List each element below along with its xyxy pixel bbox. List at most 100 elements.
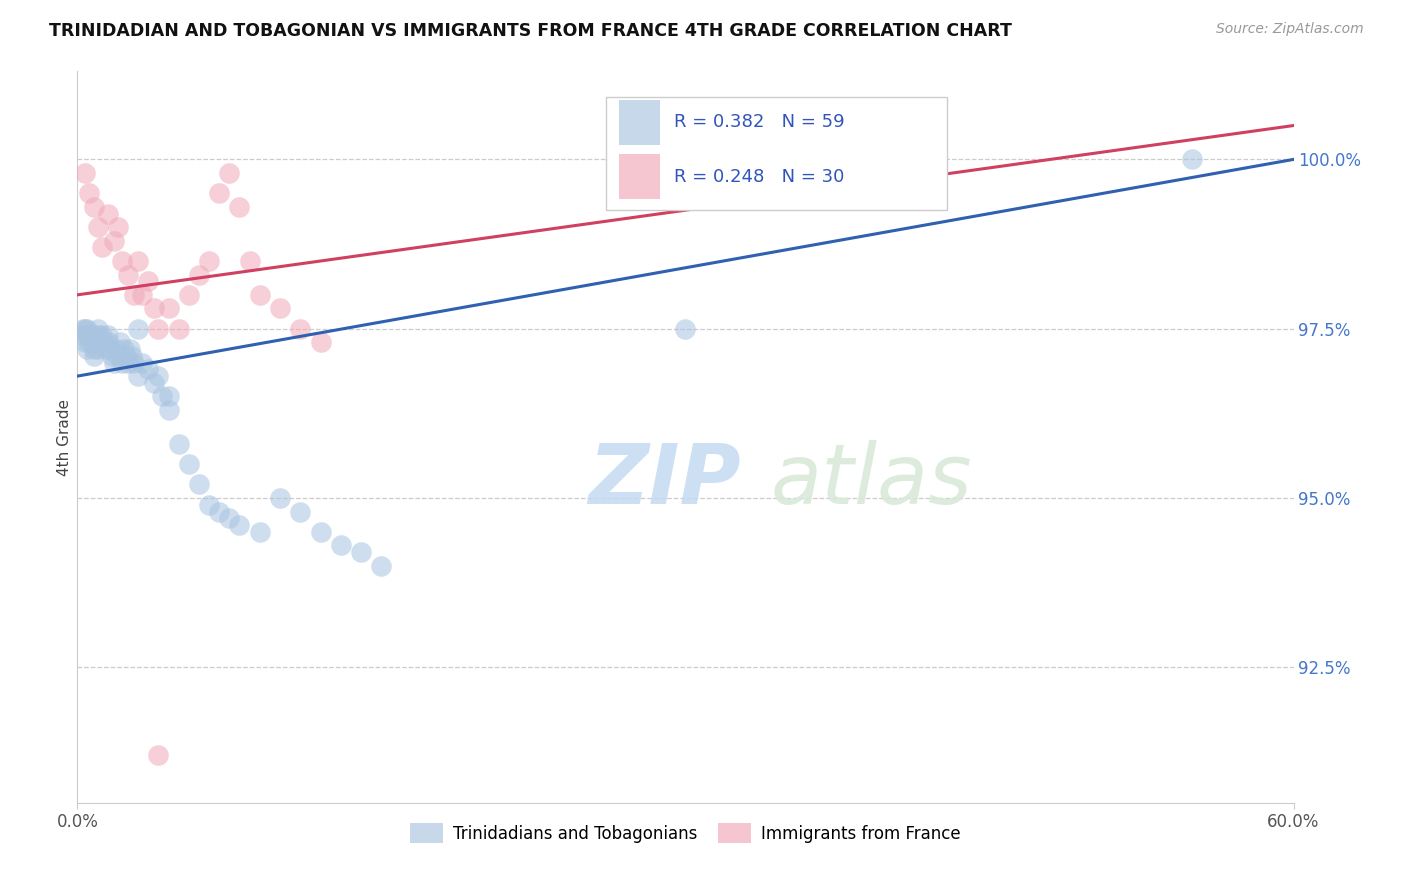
Text: atlas: atlas [770, 441, 972, 522]
Text: TRINIDADIAN AND TOBAGONIAN VS IMMIGRANTS FROM FRANCE 4TH GRADE CORRELATION CHART: TRINIDADIAN AND TOBAGONIAN VS IMMIGRANTS… [49, 22, 1012, 40]
Point [249, 288, 271, 302]
Point [157, 301, 180, 316]
Point [104, 342, 127, 356]
Point [76, 328, 98, 343]
Point [152, 389, 174, 403]
Point [208, 505, 231, 519]
Point [136, 362, 159, 376]
Point [350, 545, 373, 559]
Point [97, 206, 120, 220]
Point [188, 477, 211, 491]
Point [103, 234, 125, 248]
Point [108, 335, 131, 350]
Point [290, 505, 312, 519]
Point [122, 355, 145, 369]
Point [90, 240, 112, 254]
Point [269, 491, 291, 505]
Point [107, 220, 129, 235]
Point [115, 349, 138, 363]
Point [83, 342, 105, 356]
Point [290, 322, 312, 336]
Point [329, 538, 352, 552]
Point [218, 511, 240, 525]
Point [309, 524, 332, 539]
Point [157, 403, 180, 417]
Point [228, 200, 250, 214]
Point [148, 322, 170, 336]
Point [127, 369, 149, 384]
Point [107, 349, 129, 363]
Point [122, 288, 145, 302]
Point [75, 335, 97, 350]
Point [127, 254, 149, 268]
Point [93, 335, 115, 350]
Point [131, 288, 153, 302]
Point [98, 342, 121, 356]
Point [72, 328, 94, 343]
Text: ZIP: ZIP [588, 441, 741, 522]
Point [121, 349, 143, 363]
Point [86, 220, 108, 235]
Point [111, 254, 134, 268]
Point [86, 322, 108, 336]
Point [76, 342, 98, 356]
Point [143, 376, 166, 390]
Point [111, 355, 134, 369]
Text: R = 0.382   N = 59: R = 0.382 N = 59 [675, 113, 845, 131]
Point [103, 355, 125, 369]
Point [117, 355, 139, 369]
Point [127, 322, 149, 336]
Point [83, 349, 105, 363]
Point [177, 457, 200, 471]
Point [79, 335, 101, 350]
Point [198, 254, 221, 268]
Point [75, 166, 97, 180]
Point [148, 369, 170, 384]
Point [177, 288, 200, 302]
Point [370, 558, 392, 573]
Point [75, 322, 97, 336]
Point [83, 200, 105, 214]
Point [188, 268, 211, 282]
Point [198, 498, 221, 512]
Point [97, 335, 120, 350]
FancyBboxPatch shape [619, 100, 659, 145]
Point [86, 328, 108, 343]
Point [117, 268, 139, 282]
Point [131, 355, 153, 369]
Point [101, 349, 124, 363]
Text: R = 0.248   N = 30: R = 0.248 N = 30 [675, 168, 845, 186]
Point [218, 166, 240, 180]
Point [148, 748, 170, 763]
Point [249, 524, 271, 539]
FancyBboxPatch shape [619, 154, 659, 199]
Point [80, 328, 103, 343]
Point [76, 322, 98, 336]
Point [269, 301, 291, 316]
Point [239, 254, 262, 268]
Point [97, 328, 120, 343]
Point [136, 274, 159, 288]
Point [157, 389, 180, 403]
Point [167, 322, 190, 336]
Point [309, 335, 332, 350]
Point [90, 328, 112, 343]
Point [84, 335, 107, 350]
Point [167, 437, 190, 451]
Point [79, 186, 101, 201]
Point [72, 322, 94, 336]
Point [1181, 153, 1204, 167]
Legend: Trinidadians and Tobagonians, Immigrants from France: Trinidadians and Tobagonians, Immigrants… [404, 817, 967, 849]
Point [143, 301, 166, 316]
Point [94, 342, 117, 356]
Point [112, 342, 135, 356]
Point [118, 342, 141, 356]
Point [86, 342, 108, 356]
Point [228, 518, 250, 533]
Point [89, 335, 111, 350]
Y-axis label: 4th Grade: 4th Grade [56, 399, 72, 475]
Point [675, 322, 697, 336]
Text: Source: ZipAtlas.com: Source: ZipAtlas.com [1216, 22, 1364, 37]
FancyBboxPatch shape [606, 97, 946, 211]
Point [208, 186, 231, 201]
